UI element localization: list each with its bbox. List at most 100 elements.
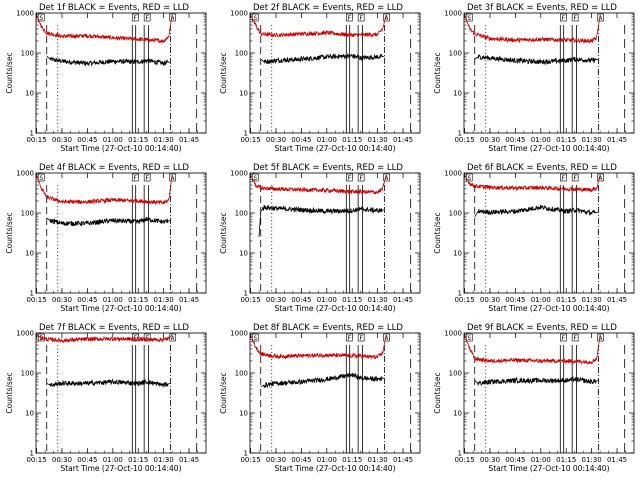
panel-5: Det 5f BLACK = Events, RED = LLD 1 10 100 10… (219, 163, 421, 313)
flag-box (465, 13, 473, 22)
x-tick-label: 01:15 (128, 296, 148, 304)
x-tick-label: 01:30 (582, 136, 602, 144)
plot-frame (463, 12, 635, 134)
plot-frame (35, 332, 207, 454)
x-tick-label: 01:45 (607, 456, 627, 464)
events-series-line (46, 55, 171, 67)
x-axis-label: Start Time (27-Oct-10 00:14:40) (488, 304, 609, 313)
y-tick-label: 1 (244, 450, 248, 458)
flag-box (571, 13, 579, 22)
x-tick-label: 01:15 (556, 456, 576, 464)
lld-series-line (250, 14, 387, 38)
y-tick-label: 1000 (444, 330, 462, 338)
panel-title: Det 9f BLACK = Events, RED = LLD (467, 323, 617, 333)
flag-box (131, 173, 139, 182)
panel-title: Det 8f BLACK = Events, RED = LLD (253, 323, 403, 333)
lld-series-line (250, 334, 387, 360)
flag-label: F (347, 175, 351, 182)
x-tick-label: 00:30 (52, 456, 72, 464)
plot-frame (463, 332, 635, 454)
x-tick-label: 00:15 (240, 456, 260, 464)
x-tick-label: 01:45 (179, 136, 199, 144)
flag-box (37, 13, 45, 22)
plot-frame (463, 172, 635, 294)
x-tick-label: 00:15 (454, 296, 474, 304)
panel-6: Det 6f BLACK = Events, RED = LLD 1 10 100 10… (433, 163, 635, 313)
flag-box (383, 173, 390, 182)
x-tick-label: 01:30 (368, 296, 388, 304)
y-tick-label: 1 (244, 290, 248, 298)
lld-series-line (36, 14, 173, 44)
y-axis-label: Counts/sec (5, 52, 14, 93)
flag-box (169, 173, 176, 182)
flag-label: S (39, 175, 43, 182)
flag-label: A (385, 335, 389, 342)
lld-series-line (464, 14, 601, 44)
events-series-line (46, 217, 171, 227)
x-tick-label: 01:15 (556, 296, 576, 304)
lld-series-line (36, 174, 173, 206)
flag-box (357, 333, 365, 342)
x-tick-label: 01:45 (179, 296, 199, 304)
flag-label: A (171, 175, 175, 182)
x-tick-label: 01:15 (342, 456, 362, 464)
flag-box (383, 333, 390, 342)
events-series-line (474, 204, 599, 218)
flag-label: F (145, 15, 149, 22)
flag-label: F (561, 175, 565, 182)
y-tick-label: 100 (21, 210, 34, 218)
y-tick-label: 100 (235, 50, 248, 58)
flag-box (383, 13, 390, 22)
events-series-line (260, 53, 385, 64)
x-tick-label: 00:15 (26, 296, 46, 304)
flag-label: S (467, 175, 471, 182)
y-tick-label: 1000 (230, 170, 248, 178)
x-tick-label: 01:45 (179, 456, 199, 464)
y-tick-label: 100 (235, 370, 248, 378)
x-tick-label: 01:15 (342, 136, 362, 144)
panel-title: Det 6f BLACK = Events, RED = LLD (467, 163, 617, 173)
x-tick-label: 01:30 (582, 456, 602, 464)
y-tick-label: 1 (30, 290, 34, 298)
flag-label: F (133, 175, 137, 182)
flag-box (571, 333, 579, 342)
flag-box (345, 333, 353, 342)
y-axis-label: Counts/sec (5, 212, 14, 253)
lld-series-line (250, 174, 387, 195)
flag-label: A (171, 15, 175, 22)
x-tick-label: 01:45 (393, 136, 413, 144)
x-tick-label: 01:30 (154, 456, 174, 464)
flag-label: A (171, 335, 175, 342)
x-tick-label: 01:30 (154, 136, 174, 144)
y-tick-label: 1000 (444, 10, 462, 18)
flag-label: F (573, 175, 577, 182)
y-tick-label: 10 (453, 90, 462, 98)
y-tick-label: 1 (458, 290, 462, 298)
x-tick-label: 00:30 (52, 296, 72, 304)
flag-box (357, 173, 365, 182)
x-tick-label: 00:30 (266, 136, 286, 144)
y-tick-label: 100 (449, 370, 462, 378)
x-tick-label: 00:45 (291, 456, 311, 464)
y-tick-label: 10 (25, 90, 34, 98)
y-tick-label: 100 (449, 50, 462, 58)
panel-title: Det 7f BLACK = Events, RED = LLD (39, 323, 189, 333)
flag-box (357, 13, 365, 22)
x-tick-label: 01:00 (317, 456, 337, 464)
x-axis-label: Start Time (27-Oct-10 00:14:40) (274, 304, 395, 313)
events-series-line (474, 375, 599, 387)
flag-label: S (253, 335, 257, 342)
x-tick-label: 00:15 (454, 456, 474, 464)
x-tick-label: 00:45 (77, 456, 97, 464)
y-tick-label: 100 (21, 50, 34, 58)
flag-label: A (385, 15, 389, 22)
y-tick-label: 1000 (230, 330, 248, 338)
x-tick-label: 00:15 (240, 136, 260, 144)
x-tick-label: 00:15 (454, 136, 474, 144)
flag-label: F (133, 335, 137, 342)
events-series-line (260, 372, 385, 389)
x-axis-label: Start Time (27-Oct-10 00:14:40) (274, 144, 395, 153)
events-series-line (46, 378, 171, 389)
panel-title: Det 5f BLACK = Events, RED = LLD (253, 163, 403, 173)
